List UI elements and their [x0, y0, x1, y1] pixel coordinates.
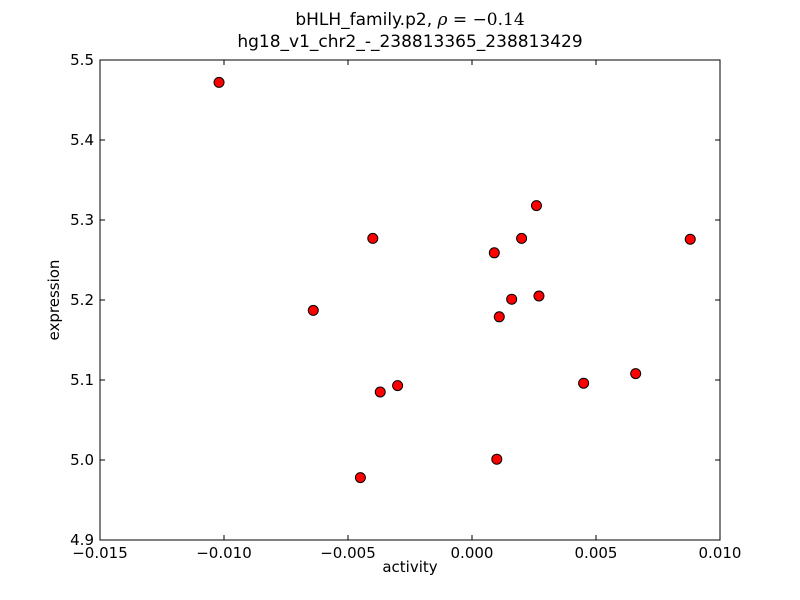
chart-title: bHLH_family.p2, ρ = −0.14 [100, 9, 720, 31]
data-point [213, 76, 225, 88]
y-tick-label: 5.2 [70, 291, 94, 309]
data-point [684, 233, 696, 245]
data-point [630, 368, 642, 380]
y-axis-label: expression [45, 259, 63, 341]
y-tick-label: 4.9 [70, 531, 94, 549]
y-tick-label: 5.4 [70, 131, 94, 149]
y-tick-label: 5.3 [70, 211, 94, 229]
data-point [392, 380, 404, 392]
data-point [533, 290, 545, 302]
x-tick-label: 0.010 [698, 544, 742, 562]
data-point [488, 247, 500, 259]
rho-symbol: ρ [437, 10, 448, 30]
x-tick-label: 0.000 [450, 544, 494, 562]
data-point [493, 311, 505, 323]
x-tick-label: −0.010 [196, 544, 252, 562]
x-tick-label: 0.005 [574, 544, 618, 562]
data-point [367, 232, 379, 244]
x-axis-label: activity [382, 558, 438, 576]
data-point [307, 304, 319, 316]
chart-subtitle: hg18_v1_chr2_-_238813365_238813429 [237, 32, 583, 52]
data-point [578, 377, 590, 389]
axes-frame [99, 59, 721, 541]
x-tick-label: −0.015 [72, 544, 128, 562]
rho-value: = −0.14 [447, 10, 525, 30]
data-point [491, 453, 503, 465]
y-tick-label: 5.1 [70, 371, 94, 389]
x-tick-label: −0.005 [320, 544, 376, 562]
data-point [516, 232, 528, 244]
data-point [530, 200, 542, 212]
data-point [374, 386, 386, 398]
y-tick-label: 5.0 [70, 451, 94, 469]
y-tick-label: 5.5 [70, 51, 94, 69]
data-point [506, 293, 518, 305]
data-point [354, 472, 366, 484]
chart-title-prefix: bHLH_family.p2, [295, 10, 438, 30]
